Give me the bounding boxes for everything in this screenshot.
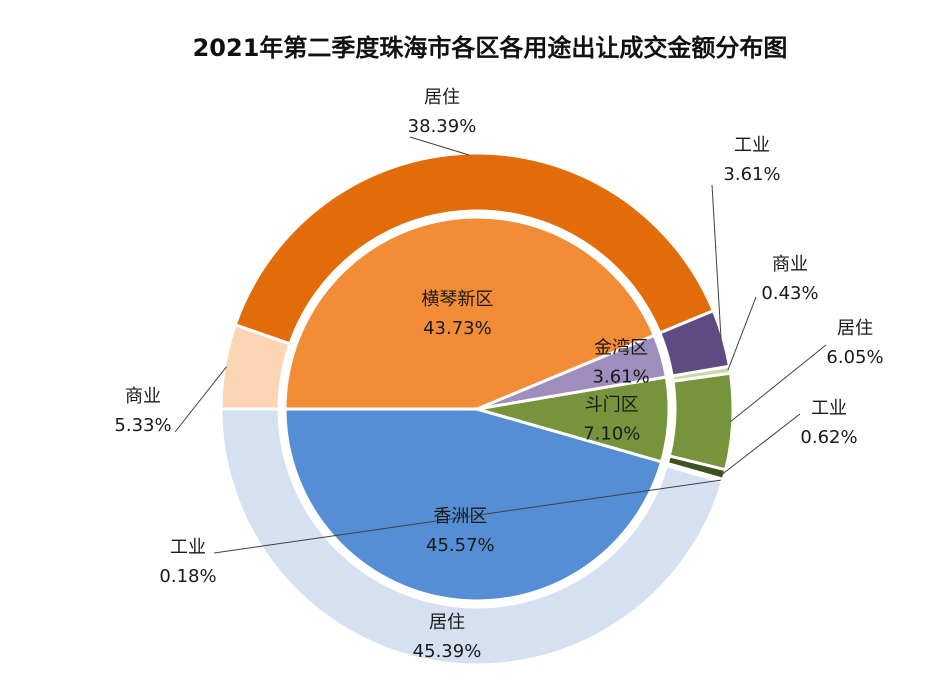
inner-label-3-name: 横琴新区 — [421, 289, 493, 310]
outer-label-7-name: 商业 — [125, 386, 161, 407]
chart-title: 2021年第二季度珠海市各区各用途出让成交金额分布图 — [193, 34, 788, 62]
outer-label-4-value: 0.43% — [761, 283, 818, 304]
inner-label-2-value: 3.61% — [593, 366, 650, 387]
leader-line-4 — [727, 296, 757, 371]
outer-slice-7 — [219, 322, 292, 411]
leader-line-3 — [730, 344, 827, 422]
outer-slice-6 — [233, 151, 716, 346]
leader-line-1 — [213, 479, 721, 554]
outer-label-4-name: 商业 — [772, 254, 808, 275]
leader-line-2 — [722, 413, 801, 475]
outer-label-0-name: 居住 — [429, 612, 465, 633]
inner-label-1-name: 斗门区 — [585, 395, 639, 416]
leader-line-6 — [409, 136, 470, 156]
data-labels: 香洲区 45.57% 斗门区 7.10% 金湾区 3.61% 横琴新区 43.73% 居住 45.… — [114, 87, 883, 662]
outer-slice-0 — [219, 407, 725, 667]
outer-label-3-name: 居住 — [837, 318, 873, 339]
outer-label-3-value: 6.05% — [826, 347, 883, 368]
leader-lines — [174, 136, 827, 554]
inner-label-0-name: 香洲区 — [433, 506, 487, 527]
inner-ring — [283, 215, 671, 603]
outer-label-0-value: 45.39% — [413, 641, 482, 662]
outer-label-7-value: 5.33% — [114, 415, 171, 436]
outer-ring — [219, 151, 735, 667]
outer-slice-3 — [667, 371, 735, 472]
inner-slice-0 — [283, 407, 664, 603]
inner-label-3-value: 43.73% — [423, 318, 492, 339]
outer-label-2-value: 0.62% — [800, 427, 857, 448]
inner-label-0-value: 45.57% — [426, 535, 495, 556]
outer-label-6-name: 居住 — [424, 87, 460, 108]
outer-label-5-value: 3.61% — [723, 164, 780, 185]
outer-label-1-value: 0.18% — [159, 566, 216, 587]
outer-label-2-name: 工业 — [811, 398, 847, 419]
inner-label-1-value: 7.10% — [583, 424, 640, 445]
inner-slice-3 — [283, 215, 657, 411]
outer-label-1-name: 工业 — [170, 537, 206, 558]
leader-line-7 — [174, 366, 227, 433]
outer-label-5-name: 工业 — [734, 135, 770, 156]
inner-label-2-name: 金湾区 — [594, 337, 648, 358]
outer-label-6-value: 38.39% — [408, 116, 477, 137]
leader-line-5 — [711, 184, 722, 339]
